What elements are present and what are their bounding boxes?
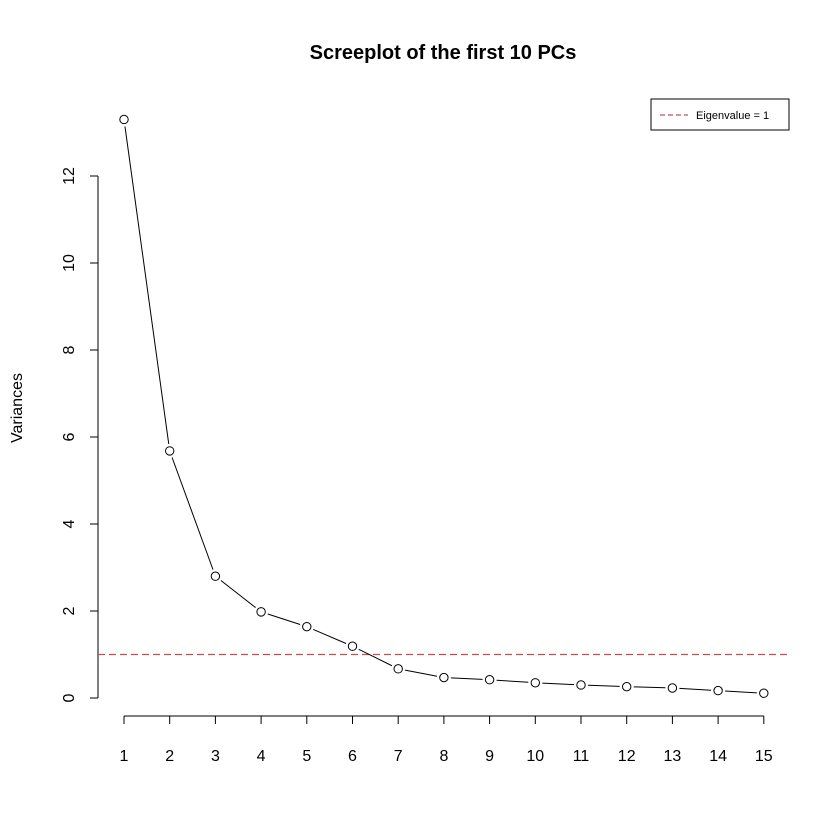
- data-point: [256, 607, 266, 617]
- x-tick-label: 14: [709, 748, 727, 765]
- data-point: [713, 685, 723, 696]
- series-segment: [679, 687, 712, 691]
- legend: Eigenvalue = 1: [650, 98, 790, 131]
- series-segment: [313, 628, 347, 644]
- data-point: [576, 680, 586, 690]
- y-tick-label: 0: [61, 693, 78, 702]
- legend-box: [650, 98, 790, 131]
- y-tick-label: 2: [61, 606, 78, 615]
- x-tick-label: 4: [257, 748, 266, 765]
- series-segment: [404, 669, 438, 677]
- y-axis: 0 2 4 6 8 10 12: [61, 167, 99, 702]
- y-tick-label: 4: [61, 519, 78, 528]
- x-tick-label: 12: [618, 748, 636, 765]
- x-tick-label: 5: [302, 748, 311, 765]
- series-segment: [496, 679, 529, 683]
- chart-title: Screeplot of the first 10 PCs: [310, 42, 577, 64]
- data-point: [165, 446, 175, 456]
- y-tick-label: 10: [61, 254, 78, 272]
- series-segment: [171, 457, 214, 570]
- x-tick-label: 6: [348, 748, 357, 765]
- series-segment: [358, 648, 393, 667]
- data-point: [393, 664, 403, 674]
- y-tick-label: 6: [61, 432, 78, 441]
- series-segment: [267, 613, 301, 625]
- series-segment: [450, 677, 483, 680]
- data-point: [622, 681, 632, 692]
- data-point: [347, 641, 358, 651]
- data-point: [302, 621, 312, 632]
- y-axis-label: Variances: [9, 373, 26, 443]
- x-tick-label: 9: [485, 748, 494, 765]
- legend-entry-label: Eigenvalue = 1: [696, 110, 769, 122]
- x-tick-label: 1: [120, 748, 129, 765]
- x-tick-label: 10: [526, 748, 544, 765]
- y-tick-label: 12: [61, 167, 78, 185]
- series-segment: [542, 682, 575, 686]
- x-tick-label: 3: [211, 748, 220, 765]
- series-group: [119, 114, 769, 698]
- x-tick-label: 2: [165, 748, 174, 765]
- series-segment: [725, 690, 757, 694]
- series-segment: [220, 580, 256, 608]
- series-segment: [633, 686, 666, 689]
- data-point: [484, 675, 495, 685]
- data-point: [439, 672, 449, 683]
- x-tick-label: 15: [755, 748, 773, 765]
- series-segment: [587, 684, 620, 687]
- x-tick-label: 13: [664, 748, 682, 765]
- data-point: [119, 114, 129, 125]
- data-point: [759, 688, 769, 698]
- y-tick-label: 8: [61, 345, 78, 354]
- x-axis: 1 2 3 4 5 6 7 8 9 10 11 12 13 14 15: [120, 715, 773, 765]
- data-point: [667, 683, 678, 693]
- x-tick-label: 11: [573, 748, 590, 765]
- x-tick-label: 8: [439, 748, 448, 765]
- data-point: [210, 571, 221, 581]
- x-tick-label: 7: [394, 748, 403, 765]
- data-point: [530, 678, 540, 688]
- series-segment: [124, 126, 170, 445]
